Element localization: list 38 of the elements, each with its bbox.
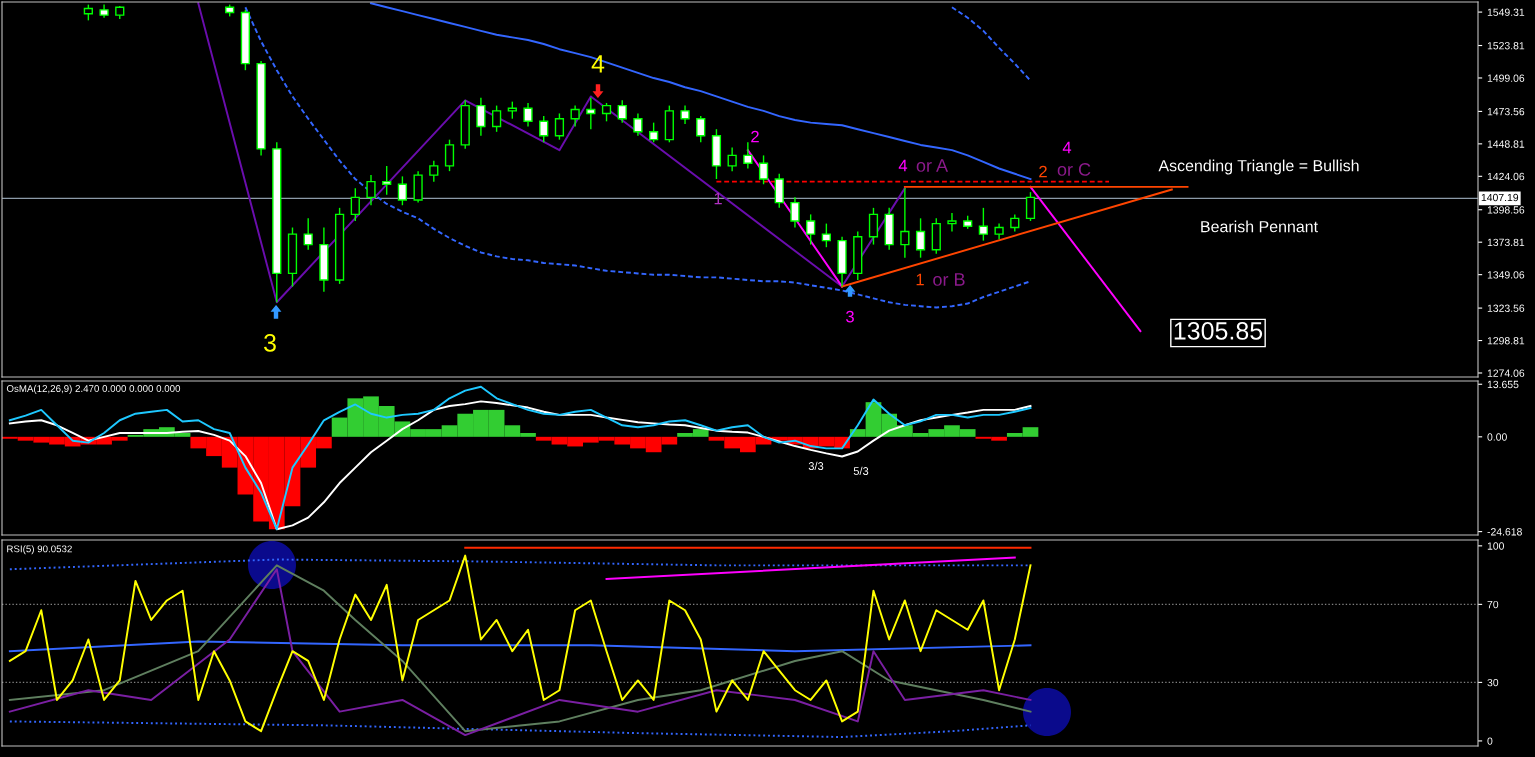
y-tick-label: -24.618 (1487, 528, 1522, 536)
annotation: or A (916, 159, 949, 172)
annotation: 5/3 (853, 466, 869, 475)
annotation: or C (1057, 163, 1091, 176)
annotation: 2 (751, 130, 759, 143)
annotation: 3/3 (808, 461, 824, 470)
y-tick-label: 1349.06 (1487, 271, 1525, 279)
chart-title: RSI(5) 90.0532 (7, 545, 72, 555)
y-tick-label: 100 (1487, 542, 1504, 550)
chart-title: OsMA(12,26,9) 2.470 0.000 0.000 0.000 (6, 384, 181, 394)
annotation: Ascending Triangle = Bullish (1158, 159, 1359, 175)
y-tick-label: 1323.56 (1487, 304, 1525, 312)
y-tick-label: 1549.31 (1487, 8, 1525, 16)
annotation: 1 (916, 273, 924, 286)
y-tick-label: 0 (1487, 737, 1493, 745)
annotation: 2 (1039, 165, 1047, 178)
y-tick-label: 1473.56 (1487, 107, 1525, 116)
y-tick-label: 13.655 (1487, 380, 1519, 389)
y-tick-label: 1523.81 (1487, 42, 1525, 50)
y-tick-label: 1373.81 (1487, 238, 1525, 247)
annotation: 4 (898, 159, 908, 172)
annotation: or B (933, 273, 965, 286)
y-tick-label: 1499.06 (1487, 74, 1525, 82)
annotation: 3 (846, 310, 854, 323)
ref-line-label: 1407.19 (1481, 193, 1519, 202)
y-tick-label: 1398.56 (1487, 206, 1525, 214)
y-tick-label: 70 (1487, 600, 1499, 609)
y-tick-label: 30 (1487, 678, 1499, 687)
y-tick-label: 1298.81 (1487, 337, 1525, 345)
annotation: 4 (1062, 141, 1072, 154)
annotation: 1305.85 (1174, 322, 1263, 340)
annotation: 4 (591, 55, 605, 73)
y-tick-label: 1274.06 (1487, 369, 1525, 377)
annotation: Bearish Pennant (1201, 220, 1318, 233)
y-tick-label: 1448.81 (1487, 140, 1525, 148)
y-tick-label: 1424.06 (1487, 172, 1525, 181)
y-tick-label: 0.00 (1487, 433, 1507, 441)
annotation: 3 (264, 334, 276, 352)
